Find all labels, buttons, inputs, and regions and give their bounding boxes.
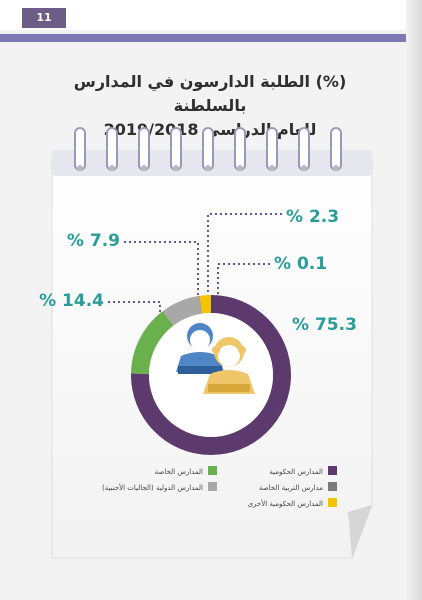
header-rule <box>0 34 422 42</box>
donut-slice-private <box>131 311 174 374</box>
legend-label-international: المدارس الدولية (الجاليات الأجنبية) <box>102 483 203 492</box>
binding-hole <box>109 165 115 171</box>
legend-swatch-government <box>328 466 337 475</box>
value-label-private: % 14.4 <box>39 291 104 311</box>
binding-hole <box>205 165 211 171</box>
leader-special-education <box>217 263 270 298</box>
binding-ring <box>330 127 342 171</box>
legend-swatch-other-government <box>328 498 337 507</box>
binding-hole <box>77 165 83 171</box>
binding-hole <box>173 165 179 171</box>
chart-title: (%) الطلبة الدارسون في المدارس بالسلطنة … <box>40 70 380 142</box>
legend-swatch-private <box>208 466 217 475</box>
binding-hole <box>269 165 275 171</box>
binding-ring <box>202 127 214 171</box>
binding-hole <box>237 165 243 171</box>
binding-hole <box>301 165 307 171</box>
donut-slice-other-government <box>199 295 211 314</box>
top-strip <box>0 0 422 30</box>
notepad-curl <box>348 505 372 558</box>
legend: المدارس الحكومية مدارس التربية الخاصة ال… <box>102 466 337 508</box>
legend-swatch-international <box>208 482 217 491</box>
binding-ring <box>170 127 182 171</box>
binding-ring <box>234 127 246 171</box>
binding-rings <box>74 127 342 171</box>
binding-ring <box>138 127 150 171</box>
value-label-special-education: % 0.1 <box>274 254 327 274</box>
page-number: 11 <box>22 8 66 28</box>
value-label-government: % 75.3 <box>292 315 357 335</box>
legend-label-government: المدارس الحكومية <box>269 468 323 476</box>
value-labels: % 14.4 % 7.9 % 2.3 % 0.1 % 75.3 <box>39 207 357 335</box>
binding-ring <box>106 127 118 171</box>
legend-label-private: المدارس الخاصة <box>155 468 203 476</box>
value-label-other-government: % 2.3 <box>286 207 339 227</box>
legend-label-special-education: مدارس التربية الخاصة <box>259 484 323 492</box>
binding-ring <box>74 127 86 171</box>
legend-swatch-special-education <box>328 482 337 491</box>
donut-slice-special-education <box>198 295 203 314</box>
chart-title-line-1: (%) الطلبة الدارسون في المدارس بالسلطنة <box>73 72 347 115</box>
students-icon <box>176 323 255 394</box>
leader-other-government <box>207 213 282 300</box>
donut-slice-international <box>162 295 202 326</box>
value-label-international: % 7.9 <box>67 231 120 251</box>
page-edge-shadow <box>406 0 422 600</box>
binding-ring <box>266 127 278 171</box>
binding-hole <box>333 165 339 171</box>
binding-hole <box>141 165 147 171</box>
binding-ring <box>298 127 310 171</box>
legend-label-other-government: المدارس الحكومية الأخرى <box>248 499 323 508</box>
